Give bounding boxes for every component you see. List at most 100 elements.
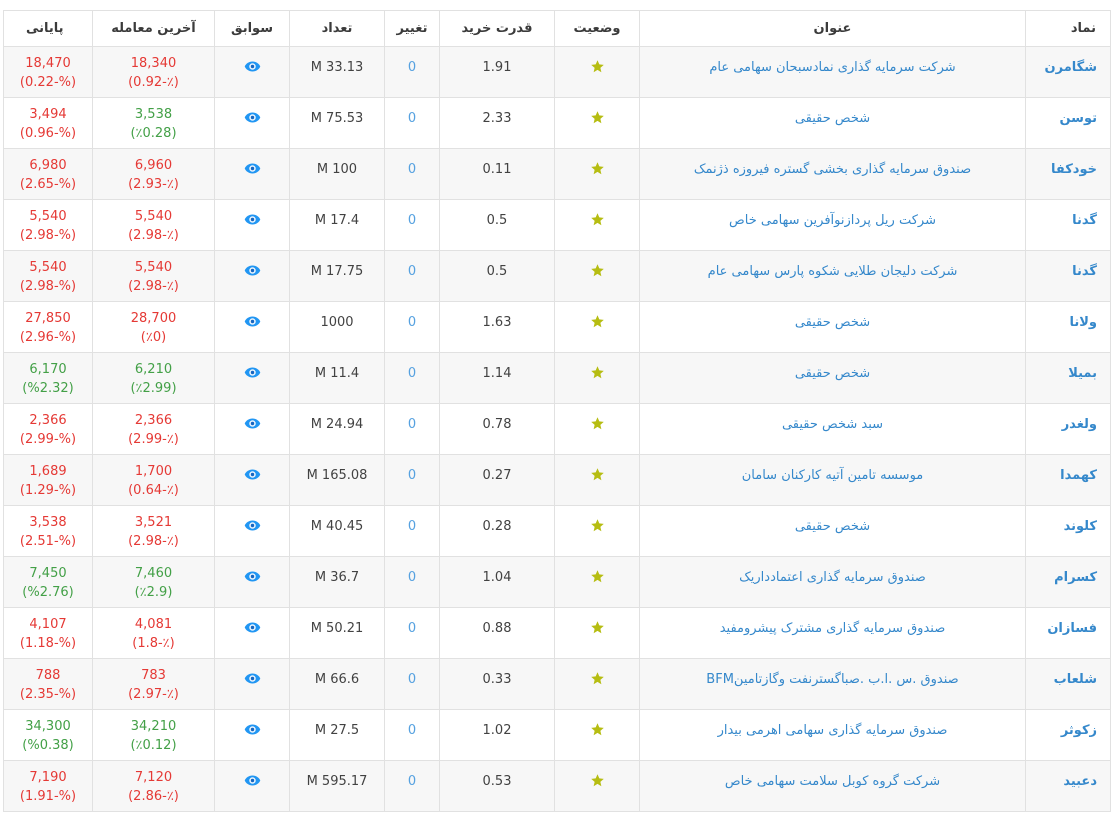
symbol-link[interactable]: گدنا: [1072, 213, 1097, 228]
symbol-link[interactable]: فسازان: [1047, 621, 1097, 636]
column-header-count: تعداد: [289, 10, 385, 47]
change-link[interactable]: 0: [407, 366, 417, 381]
star-icon[interactable]: [590, 263, 605, 278]
symbol-link[interactable]: خودکفا: [1051, 162, 1097, 177]
title-link[interactable]: شخص حقیقی: [794, 366, 871, 381]
star-icon[interactable]: [590, 212, 605, 227]
eye-icon[interactable]: [244, 211, 261, 228]
title-link[interactable]: شرکت ریل پردازنوآفرین سهامی خاص: [729, 213, 936, 228]
star-icon[interactable]: [590, 467, 605, 482]
history-cell: [214, 352, 290, 404]
symbol-link[interactable]: کلوند: [1063, 519, 1097, 534]
title-link[interactable]: صندوق سرمایه گذاری سهامی اهرمی بیدار: [717, 723, 948, 738]
change-link[interactable]: 0: [407, 213, 417, 228]
symbol-link[interactable]: کهمدا: [1060, 468, 1097, 483]
eye-icon[interactable]: [244, 160, 261, 177]
change-link[interactable]: 0: [407, 162, 417, 177]
eye-icon[interactable]: [244, 313, 261, 330]
title-link[interactable]: موسسه تامین آتیه کارکنان سامان: [741, 468, 924, 483]
symbol-link[interactable]: زکوثر: [1060, 723, 1097, 738]
last-trade-cell: 783 (2.97-٪): [92, 658, 215, 710]
title-link[interactable]: صندوق سرمایه گذاری بخشی گستره فیروزه ذژن…: [693, 162, 972, 177]
symbol-link[interactable]: گدنا: [1072, 264, 1097, 279]
eye-icon[interactable]: [244, 262, 261, 279]
symbol-link[interactable]: دعبید: [1063, 774, 1097, 789]
last-trade-cell: 5,540 (2.98-٪): [92, 250, 215, 302]
star-icon[interactable]: [590, 518, 605, 533]
buy-power-value: 0.28: [482, 519, 512, 534]
change-link[interactable]: 0: [407, 774, 417, 789]
symbol-link[interactable]: شلعاب: [1053, 672, 1097, 687]
eye-icon[interactable]: [244, 568, 261, 585]
change-link[interactable]: 0: [407, 264, 417, 279]
buy-power-cell: 0.5: [439, 250, 555, 302]
eye-icon[interactable]: [244, 670, 261, 687]
star-icon[interactable]: [590, 773, 605, 788]
change-link[interactable]: 0: [407, 315, 417, 330]
symbol-link[interactable]: توسن: [1059, 111, 1097, 126]
symbol-link[interactable]: شگامرن: [1044, 60, 1097, 75]
change-link[interactable]: 0: [407, 519, 417, 534]
change-link[interactable]: 0: [407, 60, 417, 75]
title-cell: صندوق .س .ا.ب .صباگسترنفت وگازتامینBFM: [639, 658, 1026, 710]
closing-value: 27,850 (2.96-%): [19, 311, 77, 345]
eye-icon[interactable]: [244, 58, 261, 75]
symbol-link[interactable]: کسرام: [1054, 570, 1097, 585]
title-link[interactable]: شخص حقیقی: [794, 519, 871, 534]
title-link[interactable]: سبد شخص حقیقی: [781, 417, 884, 432]
title-link[interactable]: شخص حقیقی: [794, 111, 871, 126]
star-icon[interactable]: [590, 161, 605, 176]
eye-icon[interactable]: [244, 364, 261, 381]
title-link[interactable]: شرکت گروه کوبل سلامت سهامی خاص: [724, 774, 941, 789]
eye-icon[interactable]: [244, 109, 261, 126]
count-value: M 595.17: [306, 774, 368, 789]
star-icon[interactable]: [590, 620, 605, 635]
symbol-cell: ولانا: [1025, 301, 1111, 353]
star-icon[interactable]: [590, 569, 605, 584]
eye-icon[interactable]: [244, 517, 261, 534]
star-icon[interactable]: [590, 671, 605, 686]
title-link[interactable]: صندوق سرمایه گذاری اعتمادداریک: [739, 570, 926, 585]
eye-icon[interactable]: [244, 466, 261, 483]
table-row: خودکفا صندوق سرمایه گذاری بخشی گستره فیر…: [3, 148, 1111, 200]
star-icon[interactable]: [590, 59, 605, 74]
buy-power-value: 1.14: [482, 366, 512, 381]
title-link[interactable]: شخص حقیقی: [794, 315, 871, 330]
title-cell: شرکت ریل پردازنوآفرین سهامی خاص: [639, 199, 1026, 251]
change-link[interactable]: 0: [407, 111, 417, 126]
star-icon[interactable]: [590, 314, 605, 329]
column-header-history: سوابق: [214, 10, 290, 47]
closing-value: 6,170 (%2.32): [22, 362, 74, 396]
star-icon[interactable]: [590, 110, 605, 125]
eye-icon[interactable]: [244, 415, 261, 432]
symbol-link[interactable]: بمیلا: [1068, 366, 1097, 381]
status-cell: [554, 199, 640, 251]
title-link[interactable]: شرکت سرمایه گذاری نمادسبحان سهامی عام: [709, 60, 956, 75]
star-icon[interactable]: [590, 722, 605, 737]
closing-value: 5,540 (2.98-%): [19, 260, 77, 294]
buy-power-value: 0.53: [482, 774, 512, 789]
eye-icon[interactable]: [244, 721, 261, 738]
title-cell: شخص حقیقی: [639, 97, 1026, 149]
last-trade-cell: 4,081 (1.8-٪): [92, 607, 215, 659]
star-icon[interactable]: [590, 416, 605, 431]
buy-power-cell: 2.33: [439, 97, 555, 149]
buy-power-value: 2.33: [482, 111, 512, 126]
title-link[interactable]: صندوق سرمایه گذاری مشترک پیشرومفید: [719, 621, 946, 636]
eye-icon[interactable]: [244, 772, 261, 789]
title-link[interactable]: شرکت دلیجان طلایی شکوه پارس سهامی عام: [707, 264, 958, 279]
symbol-link[interactable]: ولغدر: [1061, 417, 1097, 432]
change-link[interactable]: 0: [407, 621, 417, 636]
symbol-link[interactable]: ولانا: [1069, 315, 1097, 330]
count-cell: M 40.45: [289, 505, 385, 557]
change-link[interactable]: 0: [407, 468, 417, 483]
star-icon[interactable]: [590, 365, 605, 380]
change-link[interactable]: 0: [407, 723, 417, 738]
change-link[interactable]: 0: [407, 672, 417, 687]
last-trade-cell: 3,538 (٪0.28): [92, 97, 215, 149]
change-link[interactable]: 0: [407, 570, 417, 585]
change-link[interactable]: 0: [407, 417, 417, 432]
status-cell: [554, 46, 640, 98]
eye-icon[interactable]: [244, 619, 261, 636]
title-link[interactable]: صندوق .س .ا.ب .صباگسترنفت وگازتامینBFM: [706, 672, 959, 687]
